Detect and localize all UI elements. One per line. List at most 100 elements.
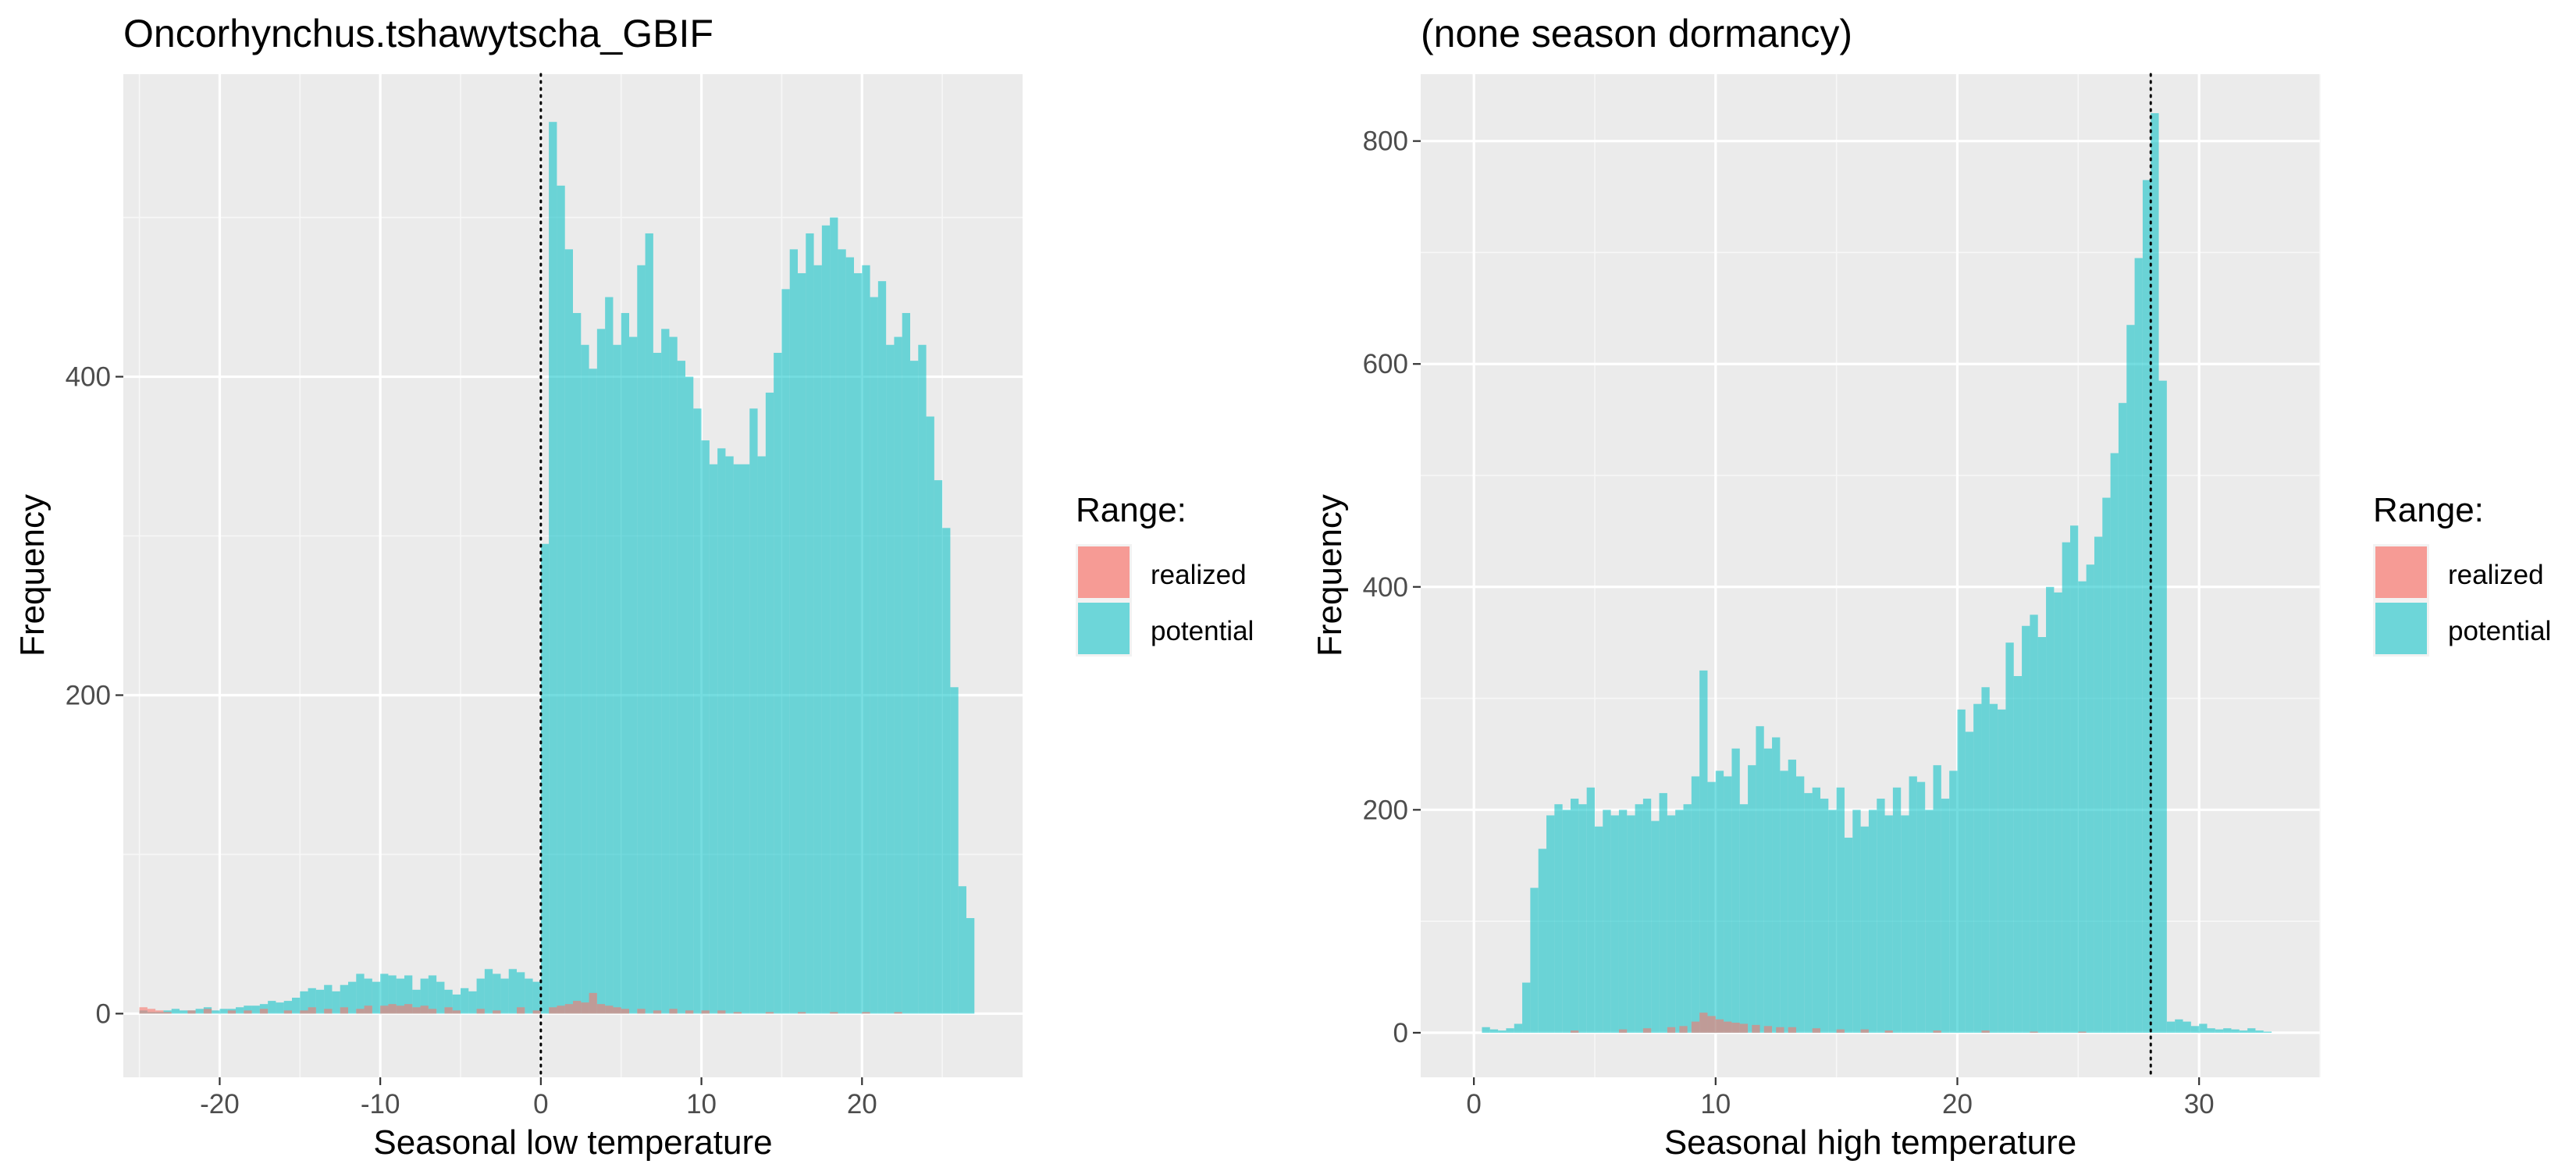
bar-potential	[838, 249, 846, 1014]
bar-realized	[1571, 1030, 1579, 1033]
bar-potential	[1916, 781, 1926, 1033]
bar-potential	[484, 969, 493, 1014]
bar-realized	[1812, 1028, 1820, 1033]
bar-potential	[2175, 1019, 2183, 1033]
bar-potential	[789, 249, 798, 1014]
bar-potential	[1707, 781, 1716, 1033]
bar-realized	[147, 1009, 156, 1014]
x-tick-label: 0	[1466, 1089, 1481, 1119]
bar-realized	[573, 1001, 582, 1014]
legend-label-potential-2: potential	[2448, 616, 2551, 646]
bar-realized	[1860, 1029, 1869, 1033]
bar-potential	[1506, 1028, 1514, 1033]
bar-realized	[1724, 1021, 1732, 1033]
bar-potential	[2231, 1029, 2240, 1033]
bar-realized	[420, 1005, 429, 1014]
bar-potential	[1586, 787, 1595, 1033]
y-axis-2: 0 200 400 600 800	[1363, 126, 1421, 1048]
bar-potential	[219, 1009, 228, 1014]
bar-potential	[1578, 804, 1587, 1033]
bar-potential	[348, 981, 357, 1014]
bar-realized	[187, 1010, 196, 1014]
bar-potential	[1989, 703, 1998, 1033]
bar-potential	[1957, 709, 1966, 1033]
bar-realized	[163, 1012, 172, 1014]
bar-potential	[854, 272, 863, 1014]
bar-potential	[733, 464, 742, 1014]
legend-title-1: Range:	[1076, 491, 1187, 529]
bar-potential	[1998, 709, 2006, 1033]
bar-potential	[637, 265, 646, 1014]
bar-realized	[765, 1012, 774, 1014]
bar-potential	[1724, 776, 1732, 1033]
bar-potential	[557, 185, 565, 1014]
bar-potential	[774, 352, 782, 1014]
y-tick-label: 200	[1363, 795, 1408, 825]
bar-potential	[2158, 380, 2167, 1033]
bar-realized	[1715, 1019, 1724, 1033]
bar-potential	[613, 344, 621, 1014]
bar-potential	[1772, 737, 1781, 1033]
bar-potential	[830, 217, 838, 1014]
bar-potential	[1642, 799, 1652, 1033]
bar-potential	[2037, 637, 2047, 1033]
bar-realized	[717, 1010, 726, 1014]
bar-realized	[324, 1009, 333, 1014]
y-axis-label-2: Frequency	[1311, 494, 1349, 657]
bar-potential	[1941, 799, 1950, 1033]
bar-potential	[2062, 542, 2070, 1033]
bar-potential	[461, 988, 469, 1014]
bar-potential	[564, 249, 573, 1014]
bar-potential	[1925, 810, 1934, 1033]
bar-potential	[2070, 525, 2079, 1033]
bar-realized	[428, 1009, 437, 1014]
bar-realized	[476, 1009, 485, 1014]
bar-potential	[821, 225, 831, 1014]
bar-potential	[412, 989, 421, 1014]
bar-potential	[2255, 1030, 2264, 1033]
bar-realized	[613, 1007, 621, 1014]
x-tick-label: 20	[847, 1089, 877, 1119]
bar-potential	[180, 1010, 188, 1014]
bar-potential	[2199, 1023, 2208, 1033]
bar-potential	[1522, 982, 1531, 1033]
bar-potential	[1514, 1023, 1523, 1033]
bar-potential	[765, 392, 774, 1014]
bar-realized	[139, 1007, 148, 1014]
bar-realized	[862, 1012, 870, 1014]
chart-title-2: (none season dormancy)	[1421, 12, 1852, 55]
bar-realized	[669, 1009, 678, 1014]
bar-potential	[1675, 810, 1684, 1033]
bar-realized	[1752, 1024, 1760, 1033]
bar-realized	[653, 1010, 662, 1014]
x-tick-label: 10	[1700, 1089, 1731, 1119]
bar-potential	[1635, 804, 1643, 1033]
bar-realized	[1618, 1029, 1628, 1033]
bar-potential	[870, 297, 878, 1014]
bar-potential	[845, 257, 854, 1014]
bar-potential	[1756, 726, 1764, 1033]
bar-potential	[2223, 1028, 2232, 1033]
bar-potential	[1877, 799, 1885, 1033]
bar-potential	[645, 233, 653, 1014]
bar-potential	[1933, 765, 1941, 1033]
bar-realized	[1691, 1021, 1700, 1033]
bar-realized	[733, 1012, 742, 1014]
bar-realized	[452, 1010, 461, 1014]
bar-potential	[1546, 815, 1555, 1033]
bar-potential	[1554, 804, 1563, 1033]
bar-potential	[701, 440, 710, 1014]
bar-realized	[380, 1005, 389, 1014]
bar-realized	[493, 1010, 501, 1014]
bar-potential	[2134, 258, 2143, 1033]
bar-potential	[813, 265, 822, 1014]
bar-potential	[902, 312, 910, 1014]
bar-potential	[862, 265, 870, 1014]
chart-panel-1: -20 -10 0 10 20 0 200 400 Oncorhynchus.tshawyt…	[13, 12, 1254, 1162]
bar-potential	[1562, 810, 1571, 1033]
bar-potential	[493, 973, 501, 1014]
bar-realized	[621, 1009, 629, 1014]
bar-realized	[1981, 1030, 1990, 1033]
bar-potential	[1482, 1027, 1490, 1033]
bar-realized	[2030, 1031, 2038, 1033]
